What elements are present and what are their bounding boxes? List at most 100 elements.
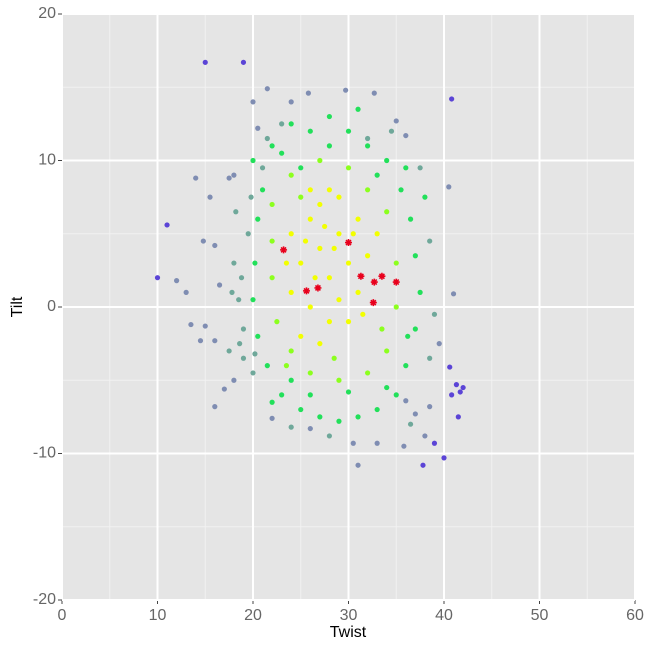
data-point [336, 377, 342, 383]
data-point [298, 165, 304, 171]
x-axis-label: Twist [330, 624, 367, 641]
data-point [307, 392, 313, 398]
data-point [236, 297, 242, 303]
y-tick-label: 10 [38, 152, 56, 169]
data-point [164, 222, 170, 228]
data-point [401, 443, 407, 449]
data-point [269, 238, 275, 244]
data-point [183, 289, 189, 295]
data-point [360, 311, 366, 317]
data-point [345, 165, 352, 171]
x-tick-label: 30 [340, 607, 358, 624]
data-point [188, 321, 194, 328]
data-point [384, 384, 390, 391]
data-point [202, 59, 208, 65]
data-point [355, 216, 361, 222]
data-point [269, 275, 275, 281]
data-point [398, 187, 404, 193]
data-point [229, 289, 235, 295]
data-point [326, 433, 332, 439]
data-point [307, 216, 313, 222]
data-point [288, 377, 294, 383]
data-point [388, 128, 395, 134]
highlight-point [378, 272, 386, 280]
data-point [431, 440, 438, 446]
x-tick-label: 50 [531, 607, 549, 624]
data-point [322, 223, 328, 230]
data-point [412, 326, 418, 332]
data-point [307, 187, 313, 193]
data-point [274, 319, 280, 325]
data-point [288, 424, 294, 430]
data-point [317, 201, 323, 208]
data-point [200, 238, 206, 244]
data-point [336, 194, 342, 200]
data-point [237, 341, 243, 347]
data-point [407, 216, 414, 222]
x-tick-label: 0 [58, 607, 67, 624]
data-point [431, 311, 438, 317]
data-point [250, 99, 256, 105]
data-point [193, 175, 199, 181]
data-point [345, 128, 352, 134]
data-point [384, 157, 390, 164]
data-point [264, 363, 270, 369]
y-tick-label: -10 [33, 445, 56, 462]
highlight-point [314, 284, 322, 292]
data-point [212, 404, 218, 410]
data-point [371, 90, 377, 96]
data-point [216, 282, 223, 288]
data-point [343, 87, 349, 93]
data-point [336, 418, 342, 424]
data-point [174, 278, 180, 284]
data-point [298, 406, 304, 413]
data-point [412, 411, 418, 417]
data-point [374, 172, 380, 178]
data-point [355, 289, 361, 295]
data-point [307, 425, 313, 432]
highlight-point [345, 239, 352, 247]
data-point [231, 172, 237, 178]
highlight-point [370, 278, 378, 286]
data-point [302, 238, 309, 244]
data-point [403, 132, 409, 139]
data-point [393, 260, 399, 266]
data-point [427, 404, 433, 410]
data-point [250, 157, 256, 164]
data-point [457, 389, 463, 395]
data-point [403, 165, 409, 171]
data-point [305, 90, 311, 96]
data-point [307, 128, 313, 134]
data-point [288, 172, 294, 178]
data-point [412, 253, 418, 259]
x-tick-label: 60 [626, 607, 644, 624]
data-point [365, 187, 371, 193]
data-point [331, 245, 337, 251]
data-point [279, 121, 285, 127]
data-point [255, 125, 261, 131]
data-point [259, 187, 266, 193]
data-point [407, 421, 414, 427]
data-point [264, 86, 270, 92]
data-point [326, 319, 332, 325]
data-point [238, 275, 245, 281]
data-point [269, 399, 275, 405]
data-point [202, 323, 208, 329]
x-tick-label: 20 [244, 607, 262, 624]
data-point [345, 260, 352, 266]
data-point [365, 143, 371, 149]
data-point [255, 333, 261, 339]
data-point [345, 319, 352, 325]
x-tick-label: 10 [149, 607, 167, 624]
data-point [317, 414, 323, 420]
data-point [326, 143, 332, 149]
data-point [436, 341, 442, 347]
data-point [393, 304, 399, 310]
data-point [231, 260, 237, 266]
highlight-point [280, 246, 288, 254]
data-point [259, 165, 266, 171]
data-point [420, 462, 426, 468]
data-point [255, 216, 261, 222]
data-point [312, 275, 318, 281]
data-point [283, 363, 290, 369]
